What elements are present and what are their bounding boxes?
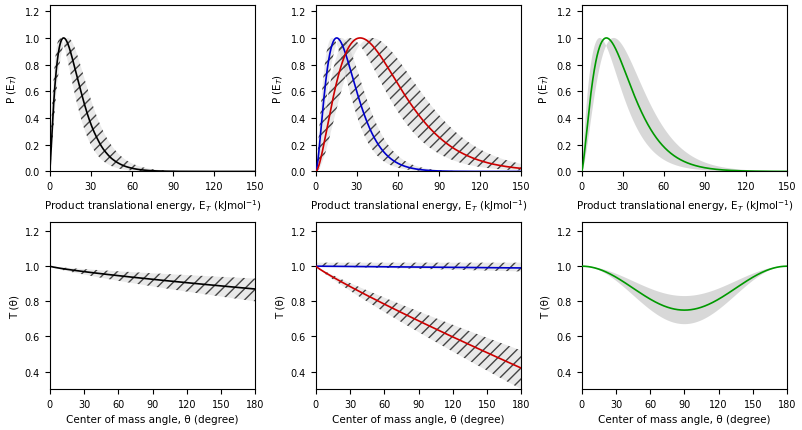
X-axis label: Product translational energy, E$_T$ (kJmol$^{-1}$): Product translational energy, E$_T$ (kJm… bbox=[43, 197, 261, 213]
X-axis label: Center of mass angle, θ (degree): Center of mass angle, θ (degree) bbox=[67, 415, 239, 424]
Y-axis label: P (E$_T$): P (E$_T$) bbox=[6, 74, 19, 104]
X-axis label: Product translational energy, E$_T$ (kJmol$^{-1}$): Product translational energy, E$_T$ (kJm… bbox=[576, 197, 793, 213]
Y-axis label: T (θ): T (θ) bbox=[275, 294, 285, 318]
Y-axis label: P (E$_T$): P (E$_T$) bbox=[272, 74, 285, 104]
X-axis label: Center of mass angle, θ (degree): Center of mass angle, θ (degree) bbox=[598, 415, 771, 424]
Y-axis label: T (θ): T (θ) bbox=[541, 294, 551, 318]
Y-axis label: P (E$_T$): P (E$_T$) bbox=[537, 74, 551, 104]
X-axis label: Product translational energy, E$_T$ (kJmol$^{-1}$): Product translational energy, E$_T$ (kJm… bbox=[310, 197, 528, 213]
Y-axis label: T (θ): T (θ) bbox=[9, 294, 19, 318]
X-axis label: Center of mass angle, θ (degree): Center of mass angle, θ (degree) bbox=[332, 415, 504, 424]
